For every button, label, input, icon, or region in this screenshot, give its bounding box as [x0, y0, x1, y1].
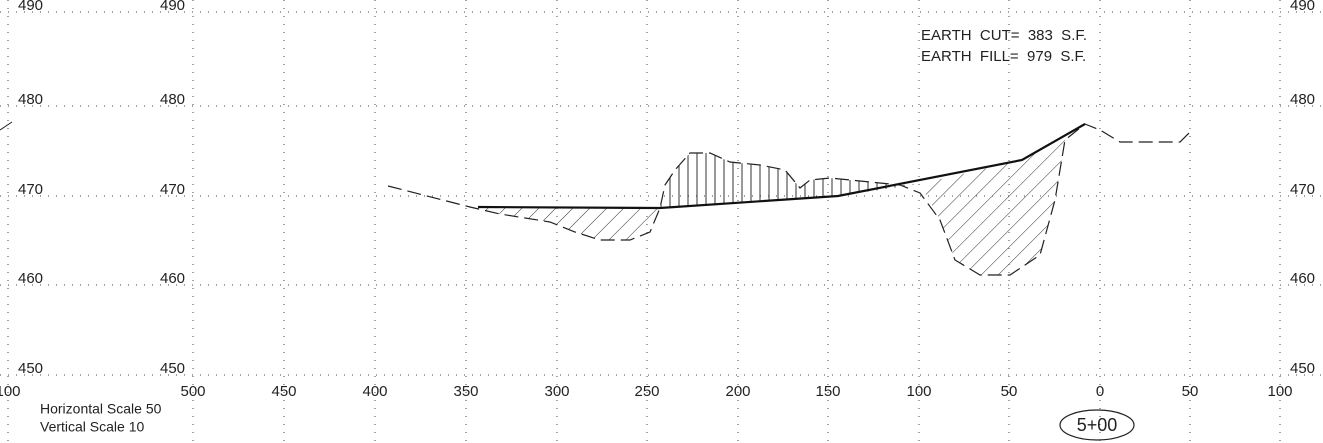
y-label: 480	[160, 91, 185, 108]
y-label: 490	[1290, 0, 1315, 14]
x-label: 350	[453, 383, 478, 400]
x-label: 250	[634, 383, 659, 400]
x-label: 100	[906, 383, 931, 400]
station-oval	[1059, 409, 1135, 441]
existing-ground	[387, 123, 1191, 276]
earth-cut: EARTH CUT= 383 S.F.	[921, 27, 1087, 44]
y-label: 450	[160, 360, 185, 377]
x-label: 50	[1182, 383, 1199, 400]
cut-area	[660, 153, 920, 208]
x-label: 300	[544, 383, 569, 400]
y-label: 470	[18, 181, 43, 198]
station-label: 5+00	[1077, 415, 1118, 435]
earth-fill: EARTH FILL= 979 S.F.	[921, 48, 1086, 65]
x-label: 100	[0, 383, 21, 400]
y-label: 480	[1290, 91, 1315, 108]
horizontal-scale: Horizontal Scale 50	[40, 401, 162, 417]
y-label: 490	[18, 0, 43, 14]
y-label: 470	[1290, 181, 1315, 198]
y-label: 450	[18, 360, 43, 377]
y-label: 490	[160, 0, 185, 14]
x-label: 400	[362, 383, 387, 400]
y-label: 450	[1290, 360, 1315, 377]
x-label: 0	[1096, 383, 1104, 400]
x-label: 150	[815, 383, 840, 400]
x-label: 100	[1267, 383, 1292, 400]
x-label: 50	[1001, 383, 1018, 400]
y-label: 460	[160, 270, 185, 287]
design-profile	[477, 123, 1086, 210]
x-label: 450	[271, 383, 296, 400]
vertical-scale: Vertical Scale 10	[40, 419, 144, 435]
x-label: 200	[725, 383, 750, 400]
x-label: 500	[180, 383, 205, 400]
y-label: 460	[1290, 270, 1315, 287]
fill-area	[470, 207, 660, 240]
y-label: 480	[18, 91, 43, 108]
edge-stroke	[0, 121, 13, 131]
y-label: 470	[160, 181, 185, 198]
y-label: 460	[18, 270, 43, 287]
fill-area	[920, 130, 1070, 275]
